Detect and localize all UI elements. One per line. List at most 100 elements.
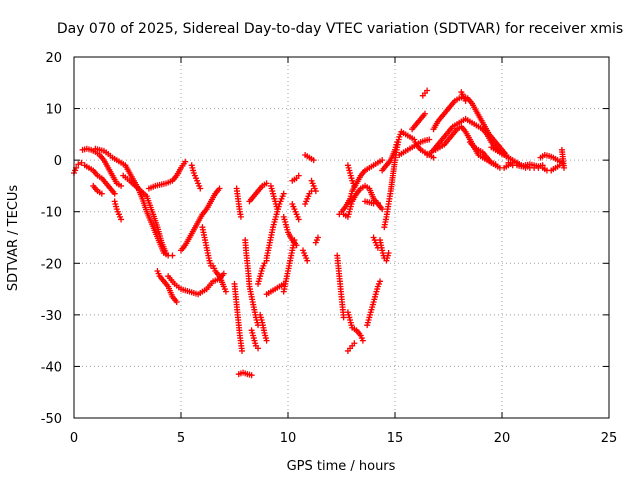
data-point xyxy=(293,242,300,249)
data-point xyxy=(377,278,384,285)
series-sat-am xyxy=(344,309,366,344)
series-sat-bb xyxy=(458,89,469,104)
data-point xyxy=(280,190,287,197)
data-point xyxy=(255,345,262,352)
series-sat-ax xyxy=(419,87,431,99)
series-sat-ac xyxy=(289,172,302,184)
data-point xyxy=(295,216,302,223)
series-sat-ah xyxy=(312,234,321,246)
data-point xyxy=(197,185,204,192)
series-sat-ak xyxy=(344,162,358,189)
series-sat-u xyxy=(248,327,262,352)
series-sat-ad xyxy=(302,151,317,164)
data-point xyxy=(426,136,433,143)
data-point xyxy=(539,162,546,169)
data-point xyxy=(263,180,270,187)
x-tick-label: 25 xyxy=(601,431,618,446)
y-tick-label: -30 xyxy=(41,309,62,324)
data-point xyxy=(263,337,270,344)
data-point xyxy=(111,190,118,197)
series-sat-as xyxy=(381,128,405,231)
series-sat-ao xyxy=(364,278,384,329)
series-sat-t xyxy=(255,257,270,287)
data-point xyxy=(220,270,227,277)
data-point xyxy=(394,139,401,146)
data-point xyxy=(312,188,319,195)
series-sat-a xyxy=(71,159,85,177)
data-point xyxy=(304,257,311,264)
series-sat-ap xyxy=(362,198,381,207)
series-sat-av xyxy=(396,136,433,158)
y-tick-label: 10 xyxy=(45,103,62,118)
data-point xyxy=(118,216,125,223)
data-point xyxy=(98,190,105,197)
x-axis-label: GPS time / hours xyxy=(287,459,396,474)
series-sat-ab xyxy=(289,200,302,223)
series-sat-at xyxy=(379,139,401,174)
series-sat-o xyxy=(231,280,245,354)
y-tick-label: -50 xyxy=(41,412,62,427)
x-tick-label: 0 xyxy=(70,431,78,446)
data-point xyxy=(430,154,437,161)
series-sat-h xyxy=(145,158,189,192)
series-sat-s xyxy=(246,180,270,205)
data-point xyxy=(248,372,255,379)
series-sat-x xyxy=(267,182,281,213)
data-points xyxy=(71,87,568,379)
data-point xyxy=(237,213,244,220)
data-point xyxy=(182,158,189,165)
x-tick-label: 15 xyxy=(387,431,404,446)
series-sat-e xyxy=(90,182,105,197)
data-point xyxy=(238,347,245,354)
series-sat-b xyxy=(79,145,125,189)
series-sat-ar xyxy=(370,234,381,251)
y-tick-label: -20 xyxy=(41,257,62,272)
plot-frame xyxy=(73,56,610,419)
data-point xyxy=(163,249,170,256)
series-sat-be xyxy=(505,159,546,170)
data-point xyxy=(274,206,281,213)
series-sat-k xyxy=(178,185,223,254)
y-tick-label: 20 xyxy=(45,51,62,66)
series-sat-g xyxy=(120,172,170,256)
data-point xyxy=(222,288,229,295)
axis-ticks: 0 5 10 15 20 25 -50 -40 -30 -20 -10 0 10 20 xyxy=(41,51,618,446)
data-point xyxy=(169,252,176,259)
series-sat-c xyxy=(81,162,118,197)
data-point xyxy=(462,97,469,104)
series-sat-r xyxy=(242,237,262,329)
data-point xyxy=(216,185,223,192)
series-sat-bf xyxy=(537,146,568,171)
data-point xyxy=(78,159,85,166)
series-sat-aq xyxy=(377,237,392,264)
series-sat-aj xyxy=(336,157,386,218)
data-point xyxy=(558,146,565,153)
data-point xyxy=(421,110,428,117)
data-point xyxy=(340,314,347,321)
y-tick-label: 0 xyxy=(54,154,62,169)
data-point xyxy=(379,157,386,164)
series-sat-af xyxy=(299,247,311,264)
data-point xyxy=(359,337,366,344)
x-tick-label: 5 xyxy=(177,431,185,446)
series-sat-q xyxy=(235,369,255,379)
data-point xyxy=(75,161,82,168)
series-sat-aa xyxy=(280,213,300,249)
series-sat-al xyxy=(340,182,386,220)
series-sat-an xyxy=(344,340,358,354)
series-sat-ai xyxy=(334,252,347,321)
series-sat-ag xyxy=(308,177,319,195)
y-tick-label: -40 xyxy=(41,360,62,375)
data-point xyxy=(379,206,386,213)
x-tick-label: 20 xyxy=(494,431,511,446)
data-point xyxy=(295,172,302,179)
data-point xyxy=(385,249,392,256)
data-point xyxy=(374,244,381,251)
data-point xyxy=(310,157,317,164)
series-sat-f xyxy=(111,198,125,223)
series-sat-ae xyxy=(302,188,315,207)
series-sat-v xyxy=(257,311,270,344)
series-sat-p xyxy=(233,185,244,220)
data-point xyxy=(424,87,431,94)
data-point xyxy=(314,234,321,241)
